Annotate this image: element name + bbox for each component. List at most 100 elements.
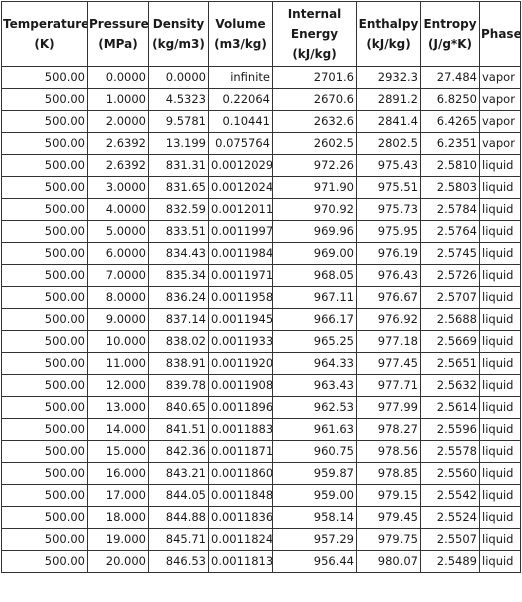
table-row: 500.00 14.000 841.51 0.0011883 961.63 978.27 2… [1, 418, 521, 441]
cell-phase: liquid [479, 176, 521, 199]
cell-density: 839.78 [148, 374, 209, 397]
cell-temperature: 500.00 [1, 550, 88, 573]
table-row: 500.00 10.000 838.02 0.0011933 965.25 977.18 2… [1, 330, 521, 353]
cell-enthalpy: 2891.2 [356, 88, 421, 111]
cell-volume: 0.0011908 [208, 374, 273, 397]
cell-internal-energy: 960.75 [272, 440, 357, 463]
cell-entropy: 2.5803 [420, 176, 480, 199]
cell-enthalpy: 2932.3 [356, 66, 421, 89]
table-row: 500.00 6.0000 834.43 0.0011984 969.00 976.19 2… [1, 242, 521, 265]
column-header-pressure-line: (MPa) [98, 37, 138, 51]
cell-pressure: 19.000 [87, 528, 149, 551]
cell-pressure: 11.000 [87, 352, 149, 375]
column-header-volume-line: (m3/kg) [214, 37, 267, 51]
cell-internal-energy: 966.17 [272, 308, 357, 331]
cell-phase: liquid [479, 528, 521, 551]
table-body: 500.00 0.0000 0.0000 infinite 2701.6 2932.3 27… [1, 66, 521, 573]
table-header: Temperature (K) Pressure (MPa) Density (kg/m3… [1, 1, 521, 67]
cell-entropy: 2.5651 [420, 352, 480, 375]
cell-entropy: 6.8250 [420, 88, 480, 111]
cell-temperature: 500.00 [1, 66, 88, 89]
column-header-phase: Phase [479, 1, 521, 67]
cell-volume: infinite [208, 66, 273, 89]
column-header-entropy: Entropy (J/g*K) [420, 1, 480, 67]
cell-temperature: 500.00 [1, 286, 88, 309]
cell-volume: 0.0011945 [208, 308, 273, 331]
cell-internal-energy: 2632.6 [272, 110, 357, 133]
cell-pressure: 15.000 [87, 440, 149, 463]
cell-volume: 0.075764 [208, 132, 273, 155]
cell-density: 9.5781 [148, 110, 209, 133]
cell-entropy: 2.5614 [420, 396, 480, 419]
column-header-internal-energy: Internal Energy (kJ/kg) [272, 1, 357, 67]
cell-enthalpy: 975.95 [356, 220, 421, 243]
cell-internal-energy: 964.33 [272, 352, 357, 375]
cell-entropy: 2.5632 [420, 374, 480, 397]
column-header-density-line: (kg/m3) [152, 37, 205, 51]
cell-enthalpy: 980.07 [356, 550, 421, 573]
cell-internal-energy: 959.87 [272, 462, 357, 485]
cell-entropy: 2.5578 [420, 440, 480, 463]
cell-internal-energy: 961.63 [272, 418, 357, 441]
cell-entropy: 2.5489 [420, 550, 480, 573]
cell-phase: liquid [479, 550, 521, 573]
column-header-density-line: Density [152, 17, 205, 31]
table-row: 500.00 13.000 840.65 0.0011896 962.53 977.99 2… [1, 396, 521, 419]
cell-volume: 0.22064 [208, 88, 273, 111]
cell-volume: 0.0011933 [208, 330, 273, 353]
cell-phase: liquid [479, 154, 521, 177]
cell-internal-energy: 968.05 [272, 264, 357, 287]
cell-pressure: 13.000 [87, 396, 149, 419]
cell-enthalpy: 979.75 [356, 528, 421, 551]
cell-volume: 0.0011958 [208, 286, 273, 309]
cell-pressure: 1.0000 [87, 88, 149, 111]
cell-enthalpy: 2802.5 [356, 132, 421, 155]
cell-volume: 0.10441 [208, 110, 273, 133]
cell-enthalpy: 977.45 [356, 352, 421, 375]
cell-temperature: 500.00 [1, 132, 88, 155]
cell-internal-energy: 2701.6 [272, 66, 357, 89]
cell-internal-energy: 957.29 [272, 528, 357, 551]
cell-pressure: 20.000 [87, 550, 149, 573]
cell-temperature: 500.00 [1, 110, 88, 133]
cell-phase: liquid [479, 220, 521, 243]
cell-density: 833.51 [148, 220, 209, 243]
cell-temperature: 500.00 [1, 264, 88, 287]
cell-density: 836.24 [148, 286, 209, 309]
cell-enthalpy: 977.71 [356, 374, 421, 397]
cell-internal-energy: 963.43 [272, 374, 357, 397]
cell-density: 831.65 [148, 176, 209, 199]
cell-entropy: 2.5810 [420, 154, 480, 177]
cell-internal-energy: 958.14 [272, 506, 357, 529]
cell-density: 13.199 [148, 132, 209, 155]
steam-properties-table: Temperature (K) Pressure (MPa) Density (kg/m3… [1, 1, 521, 573]
table-row: 500.00 12.000 839.78 0.0011908 963.43 977.71 2… [1, 374, 521, 397]
cell-volume: 0.0011860 [208, 462, 273, 485]
cell-density: 838.02 [148, 330, 209, 353]
column-header-temperature: Temperature (K) [1, 1, 88, 67]
cell-volume: 0.0011871 [208, 440, 273, 463]
cell-volume: 0.0011984 [208, 242, 273, 265]
cell-pressure: 0.0000 [87, 66, 149, 89]
table-row: 500.00 3.0000 831.65 0.0012024 971.90 975.51 2… [1, 176, 521, 199]
column-header-pressure: Pressure (MPa) [87, 1, 149, 67]
table-row: 500.00 4.0000 832.59 0.0012011 970.92 975.73 2… [1, 198, 521, 221]
cell-temperature: 500.00 [1, 242, 88, 265]
cell-phase: liquid [479, 484, 521, 507]
column-header-temperature-line: (K) [34, 37, 55, 51]
cell-pressure: 8.0000 [87, 286, 149, 309]
header-row: Temperature (K) Pressure (MPa) Density (kg/m3… [1, 1, 521, 67]
cell-density: 844.05 [148, 484, 209, 507]
cell-density: 842.36 [148, 440, 209, 463]
table-row: 500.00 7.0000 835.34 0.0011971 968.05 976.43 2… [1, 264, 521, 287]
column-header-entropy-line: (J/g*K) [428, 37, 472, 51]
cell-phase: vapor [479, 66, 521, 89]
cell-temperature: 500.00 [1, 440, 88, 463]
cell-density: 837.14 [148, 308, 209, 331]
cell-enthalpy: 978.27 [356, 418, 421, 441]
cell-entropy: 2.5507 [420, 528, 480, 551]
cell-volume: 0.0012011 [208, 198, 273, 221]
cell-density: 0.0000 [148, 66, 209, 89]
column-header-internal-energy-line: (kJ/kg) [292, 47, 337, 61]
table-row: 500.00 18.000 844.88 0.0011836 958.14 979.45 2… [1, 506, 521, 529]
